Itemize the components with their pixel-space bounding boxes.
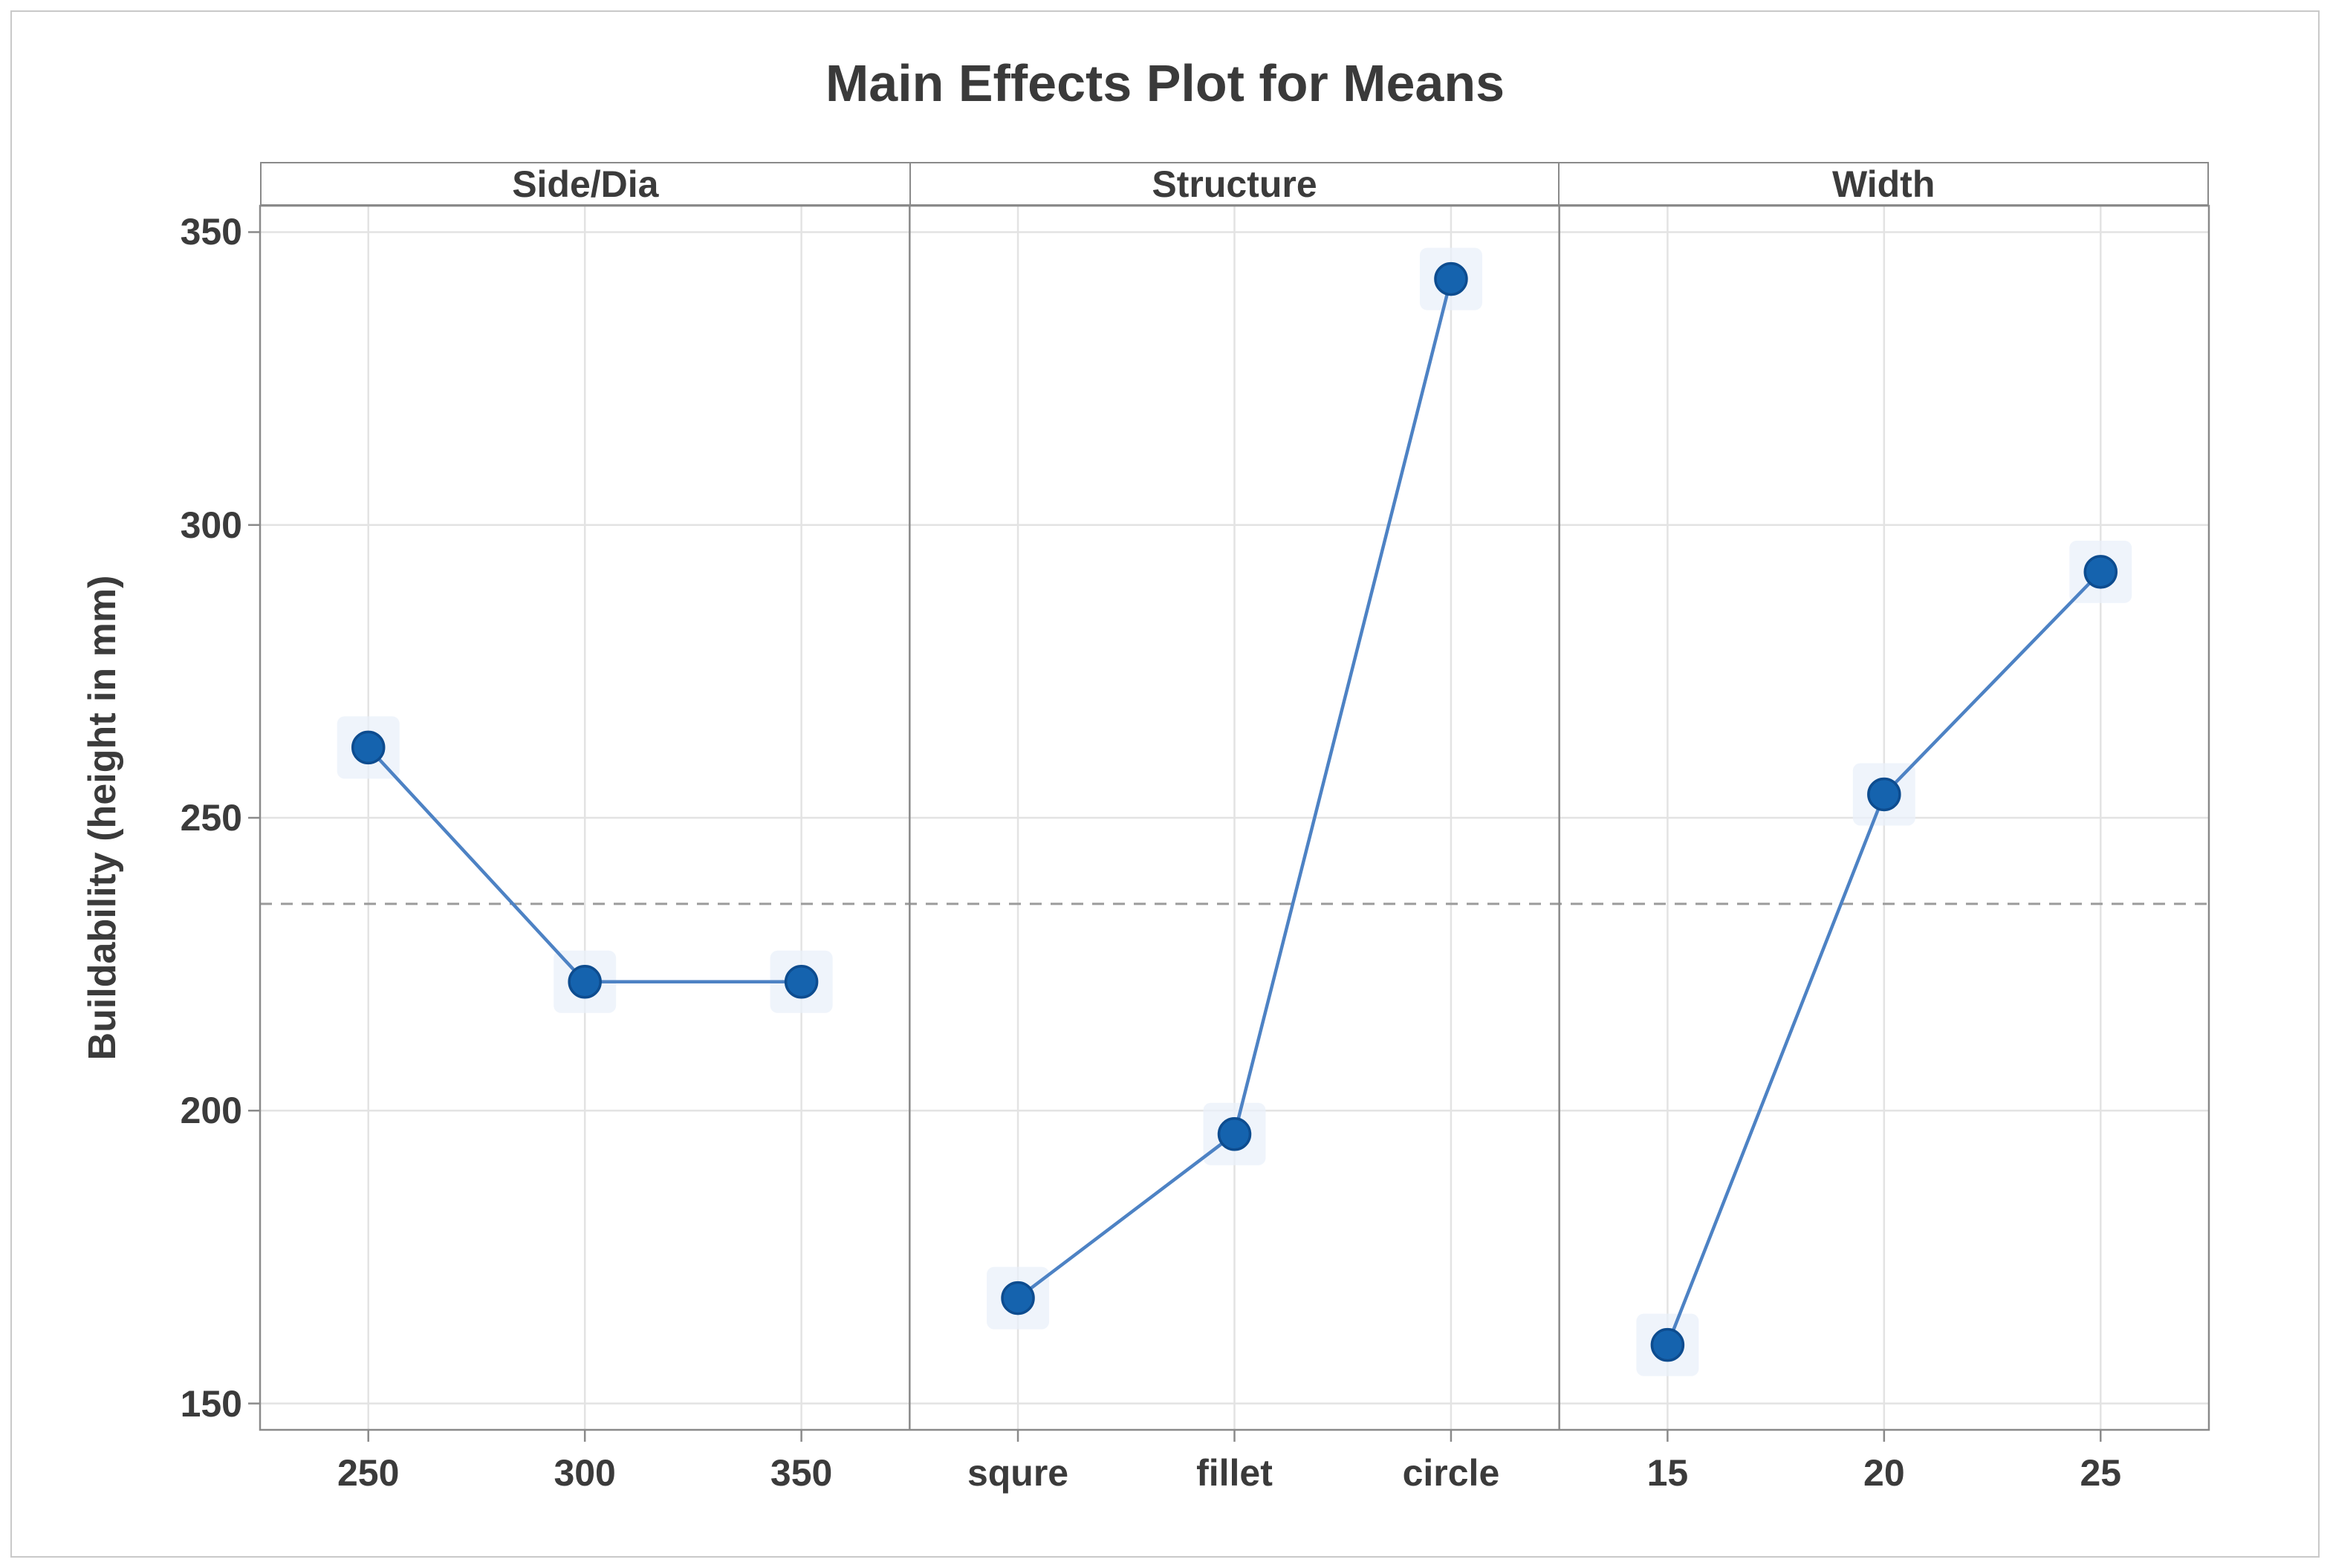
panel-header-strip: Side/Dia Structure Width — [260, 162, 2209, 206]
data-point-marker[interactable] — [351, 730, 386, 765]
data-point-marker[interactable] — [2083, 555, 2118, 589]
x-tick-label: 15 — [1646, 1452, 1689, 1494]
x-tick-label: 350 — [770, 1452, 833, 1494]
y-tick-label: 150 — [180, 1382, 242, 1425]
data-point-marker[interactable] — [1001, 1281, 1035, 1315]
x-tick-label: circle — [1402, 1452, 1500, 1494]
plot-frame — [259, 204, 2210, 1431]
chart-title: Main Effects Plot for Means — [825, 54, 1505, 112]
y-tick-label: 350 — [180, 211, 242, 253]
data-point-marker[interactable] — [1867, 777, 1901, 812]
x-tick-label: 25 — [2080, 1452, 2122, 1494]
x-tick-label: fillet — [1196, 1452, 1273, 1494]
panel-header-side-dia: Side/Dia — [262, 163, 911, 205]
y-axis-title: Buildability (height in mm) — [81, 575, 124, 1061]
data-point-marker[interactable] — [1434, 261, 1468, 296]
x-tick-label: 20 — [1863, 1452, 1905, 1494]
data-point-marker[interactable] — [1650, 1327, 1685, 1362]
y-tick-label: 300 — [180, 504, 242, 546]
x-tick-label: squre — [967, 1452, 1069, 1494]
y-tick-label: 250 — [180, 797, 242, 839]
y-tick-label: 200 — [180, 1090, 242, 1132]
panel-header-width: Width — [1831, 163, 1935, 205]
panel-header-structure: Structure — [911, 163, 1560, 205]
data-point-marker[interactable] — [568, 965, 602, 999]
data-point-marker[interactable] — [784, 965, 819, 999]
plot-area — [248, 204, 2210, 1442]
data-point-marker[interactable] — [1217, 1117, 1252, 1151]
x-tick-label: 250 — [337, 1452, 400, 1494]
x-tick-label: 300 — [554, 1452, 616, 1494]
